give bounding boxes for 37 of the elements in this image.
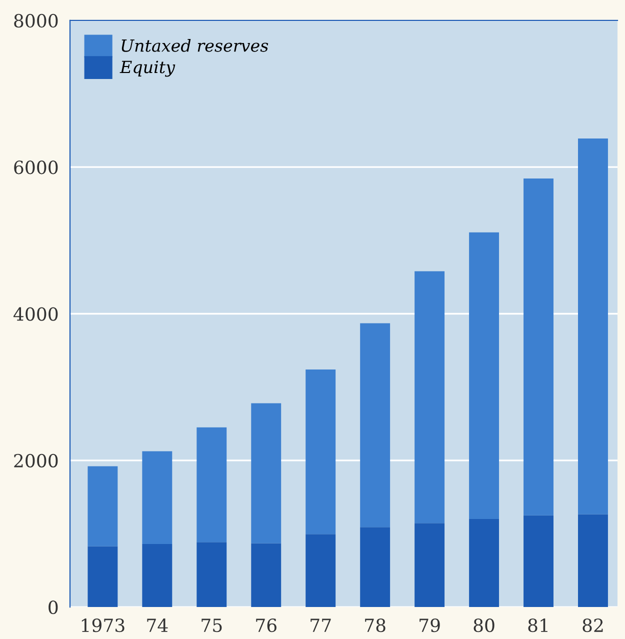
bar bbox=[360, 323, 390, 528]
x-tick-label: 78 bbox=[365, 618, 386, 632]
bar bbox=[578, 138, 608, 514]
bar bbox=[142, 451, 172, 544]
legend-label: Equity bbox=[120, 60, 176, 77]
y-tick-label: 4000 bbox=[13, 307, 58, 321]
bar bbox=[251, 403, 282, 544]
y-tick-label: 2000 bbox=[14, 454, 58, 468]
bar bbox=[306, 534, 336, 608]
bar bbox=[306, 369, 336, 534]
y-tick-label: 8000 bbox=[14, 14, 58, 28]
x-tick-label: 79 bbox=[420, 618, 440, 632]
bar bbox=[142, 544, 172, 608]
bar bbox=[251, 543, 282, 608]
bar bbox=[414, 523, 445, 608]
y-tick-label: 0 bbox=[48, 600, 58, 614]
x-tick-label: 82 bbox=[582, 618, 603, 632]
bar bbox=[524, 178, 554, 516]
bar bbox=[88, 466, 118, 546]
legend-label: Untaxed reserves bbox=[122, 38, 268, 52]
x-tick-label: 75 bbox=[202, 618, 222, 632]
x-tick-label: 81 bbox=[528, 618, 548, 632]
bar bbox=[578, 514, 608, 608]
x-tick-label: 1973 bbox=[82, 618, 124, 632]
bar bbox=[414, 271, 445, 524]
y-tick-label: 6000 bbox=[14, 160, 58, 174]
bar bbox=[360, 527, 390, 608]
bar bbox=[469, 232, 500, 520]
bar bbox=[196, 542, 227, 608]
x-tick-label: 77 bbox=[310, 618, 331, 632]
x-tick-label: 76 bbox=[256, 618, 276, 632]
x-tick-label: 80 bbox=[474, 618, 494, 632]
bar bbox=[196, 427, 227, 542]
bar bbox=[88, 546, 118, 608]
bar bbox=[524, 515, 554, 608]
x-tick-label: 74 bbox=[147, 618, 168, 632]
bar bbox=[469, 519, 500, 608]
